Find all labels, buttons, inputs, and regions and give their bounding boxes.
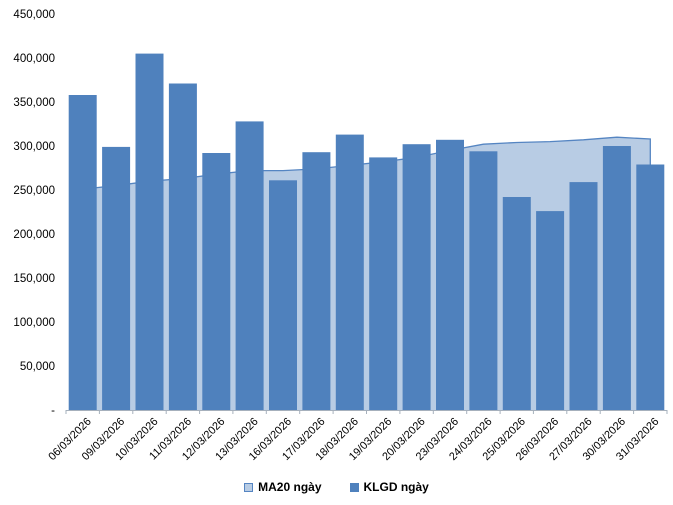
y-axis-label: 400,000	[13, 53, 55, 65]
klgd-legend-swatch-icon	[349, 482, 359, 492]
volume-bar	[436, 139, 464, 411]
volume-bar	[569, 182, 598, 410]
ma20-legend-swatch-icon	[244, 482, 254, 492]
y-axis-label: 350,000	[13, 97, 55, 109]
y-axis-label: 250,000	[13, 185, 55, 197]
volume-bar	[335, 134, 364, 410]
y-axis-label: 200,000	[13, 229, 55, 241]
volume-bar	[269, 180, 297, 410]
legend-item-ma20: MA20 ngày	[244, 480, 322, 494]
volume-bar	[402, 144, 431, 410]
volume-bar	[536, 211, 565, 410]
volume-bar	[636, 164, 665, 410]
y-axis-label: 50,000	[20, 361, 55, 373]
y-axis-label: -	[51, 405, 55, 417]
volume-bar	[202, 153, 231, 410]
chart-legend: MA20 ngày KLGD ngày	[0, 480, 673, 494]
ma20-area	[82, 137, 651, 410]
y-axis-label: 450,000	[13, 9, 55, 21]
volume-bar	[235, 121, 264, 411]
y-axis-label: 300,000	[13, 141, 55, 153]
ma20-legend-label: MA20 ngày	[258, 480, 322, 494]
volume-bar	[369, 157, 398, 410]
legend-item-klgd: KLGD ngày	[349, 480, 429, 494]
volume-bar	[502, 197, 531, 410]
chart-canvas: - 50,000 100,000 150,000 200,000 250,000 300,0…	[13, 9, 668, 463]
volume-bar	[302, 152, 331, 410]
volume-bar	[168, 83, 197, 410]
volume-bar	[469, 151, 498, 411]
volume-bar	[135, 53, 164, 410]
volume-bar	[68, 95, 97, 410]
volume-bar	[602, 146, 631, 410]
volume-bar	[102, 146, 131, 410]
klgd-legend-label: KLGD ngày	[363, 480, 429, 494]
y-axis-label: 150,000	[13, 273, 55, 285]
y-axis-label: 100,000	[13, 317, 55, 329]
